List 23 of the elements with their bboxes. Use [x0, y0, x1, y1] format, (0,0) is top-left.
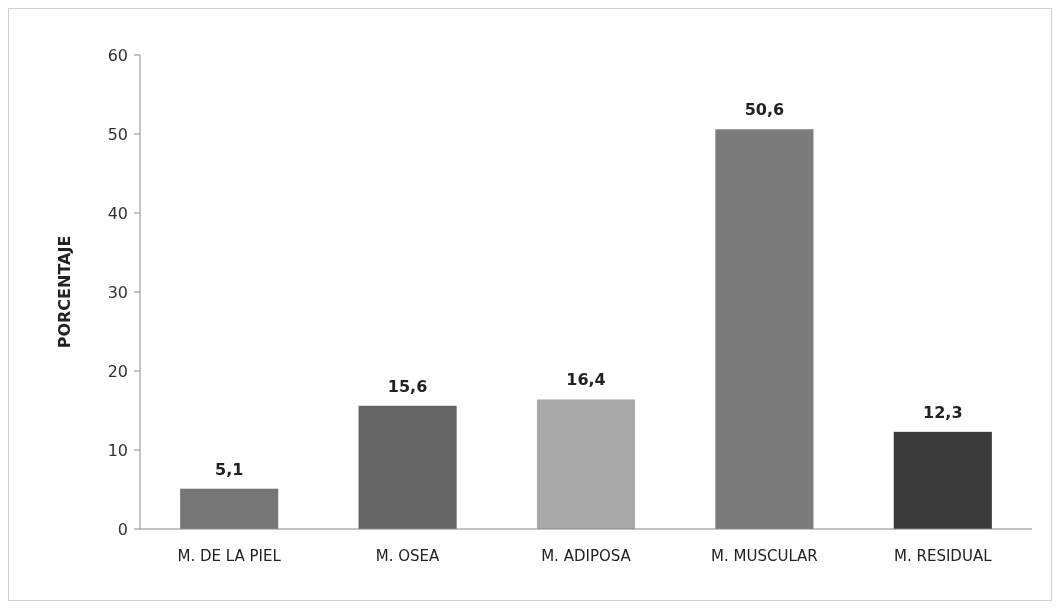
x-tick-label: M. MUSCULAR — [711, 547, 818, 565]
data-label: 5,1 — [215, 459, 244, 479]
y-tick-label: 0 — [117, 519, 128, 539]
bar — [180, 488, 279, 529]
x-tick-label: M. DE LA PIEL — [177, 547, 282, 565]
y-tick-label: 50 — [107, 124, 128, 144]
y-tick-label: 40 — [107, 203, 128, 223]
bar — [893, 431, 992, 529]
x-tick-label: M. ADIPOSA — [541, 547, 632, 565]
y-tick-label: 10 — [107, 440, 128, 460]
y-tick-label: 60 — [107, 45, 128, 65]
y-axis-title: PORCENTAJE — [55, 235, 74, 349]
x-tick-label: M. OSEA — [375, 547, 441, 565]
data-label: 12,3 — [923, 402, 963, 422]
bar — [715, 129, 814, 529]
data-label: 16,4 — [566, 370, 606, 390]
y-tick-label: 30 — [107, 282, 128, 302]
data-label: 50,6 — [744, 100, 785, 120]
bar — [536, 399, 636, 529]
x-tick-label: M. RESIDUAL — [894, 547, 993, 565]
data-label: 15,6 — [387, 376, 428, 396]
bar — [358, 405, 457, 529]
y-tick-label: 20 — [107, 361, 128, 381]
